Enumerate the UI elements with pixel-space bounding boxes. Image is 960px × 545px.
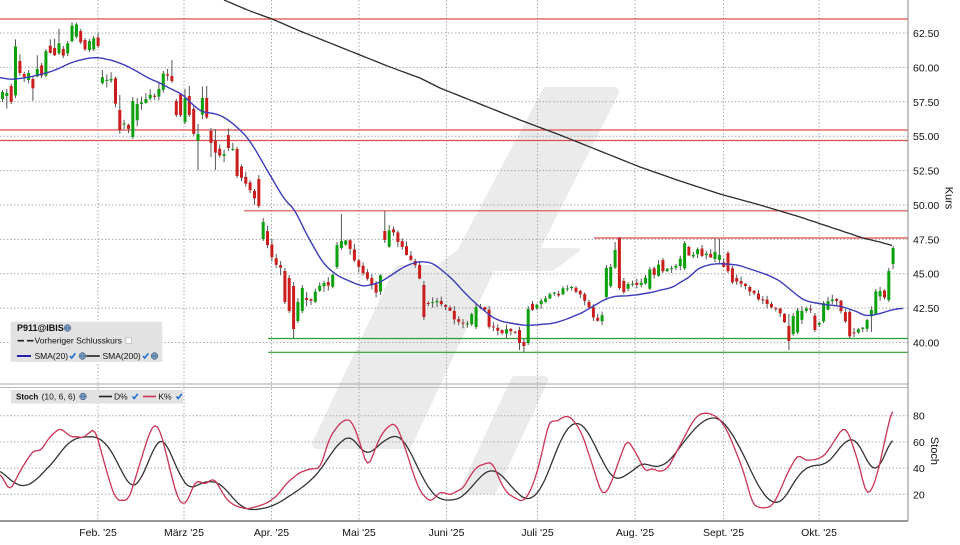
svg-text:D%: D% [114, 392, 128, 402]
svg-text:80: 80 [913, 411, 925, 423]
svg-text:45.00: 45.00 [913, 269, 939, 281]
svg-text:K%: K% [158, 392, 172, 402]
svg-text:P911@IBIS: P911@IBIS [17, 323, 64, 333]
svg-text:Kurs: Kurs [943, 187, 955, 210]
svg-text:Aug. '25: Aug. '25 [616, 527, 654, 539]
svg-text:Stoch: Stoch [928, 437, 940, 465]
svg-text:(10, 6, 6): (10, 6, 6) [42, 392, 76, 402]
svg-text:50.00: 50.00 [913, 200, 939, 212]
svg-text:60: 60 [913, 437, 925, 449]
svg-text:März '25: März '25 [164, 527, 204, 539]
svg-text:40: 40 [913, 463, 925, 475]
svg-text:Apr. '25: Apr. '25 [254, 527, 289, 539]
svg-text:47.50: 47.50 [913, 234, 939, 246]
svg-text:62.50: 62.50 [913, 28, 939, 40]
svg-text:Vorheriger Schlusskurs: Vorheriger Schlusskurs [35, 336, 122, 346]
svg-text:40.00: 40.00 [913, 338, 939, 350]
svg-text:57.50: 57.50 [913, 97, 939, 109]
svg-text:Sept. '25: Sept. '25 [703, 527, 744, 539]
svg-text:SMA(20): SMA(20) [35, 351, 69, 361]
svg-text:20: 20 [913, 489, 925, 501]
svg-text:Okt. '25: Okt. '25 [801, 527, 837, 539]
svg-text:Feb. '25: Feb. '25 [79, 527, 117, 539]
svg-text:42.50: 42.50 [913, 303, 939, 315]
svg-text:Stoch: Stoch [16, 393, 38, 402]
svg-text:60.00: 60.00 [913, 62, 939, 74]
svg-text:Juni '25: Juni '25 [429, 527, 465, 539]
svg-text:SMA(200): SMA(200) [103, 351, 141, 361]
svg-text:Mai '25: Mai '25 [342, 527, 376, 539]
svg-text:Juli '25: Juli '25 [521, 527, 554, 539]
svg-text:52.50: 52.50 [913, 166, 939, 178]
svg-text:55.00: 55.00 [913, 131, 939, 143]
